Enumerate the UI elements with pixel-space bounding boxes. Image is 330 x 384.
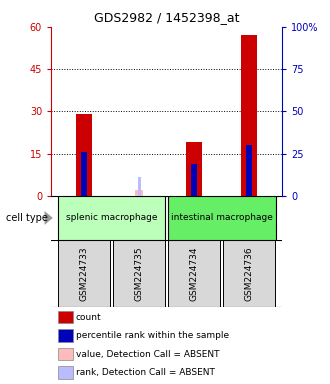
Text: intestinal macrophage: intestinal macrophage	[171, 214, 273, 222]
Text: GSM224734: GSM224734	[190, 247, 199, 301]
Bar	[113, 240, 165, 307]
Bar	[242, 35, 257, 196]
Bar	[168, 196, 276, 240]
Text: count: count	[76, 313, 102, 322]
Bar	[191, 164, 197, 196]
Title: GDS2982 / 1452398_at: GDS2982 / 1452398_at	[94, 11, 239, 24]
Text: splenic macrophage: splenic macrophage	[66, 214, 157, 222]
Text: GSM224735: GSM224735	[135, 246, 144, 301]
Bar	[135, 190, 143, 196]
Bar	[138, 177, 141, 196]
Bar	[58, 196, 165, 240]
Text: GSM224736: GSM224736	[245, 246, 254, 301]
Bar	[58, 240, 110, 307]
Text: percentile rank within the sample: percentile rank within the sample	[76, 331, 229, 340]
Bar	[168, 240, 220, 307]
Bar	[186, 142, 202, 196]
Text: GSM224733: GSM224733	[80, 246, 89, 301]
Text: rank, Detection Call = ABSENT: rank, Detection Call = ABSENT	[76, 368, 215, 377]
Bar	[223, 240, 275, 307]
Bar	[247, 145, 252, 196]
Text: value, Detection Call = ABSENT: value, Detection Call = ABSENT	[76, 349, 219, 359]
Bar	[82, 152, 87, 196]
Bar	[77, 114, 92, 196]
Text: cell type: cell type	[6, 213, 48, 223]
